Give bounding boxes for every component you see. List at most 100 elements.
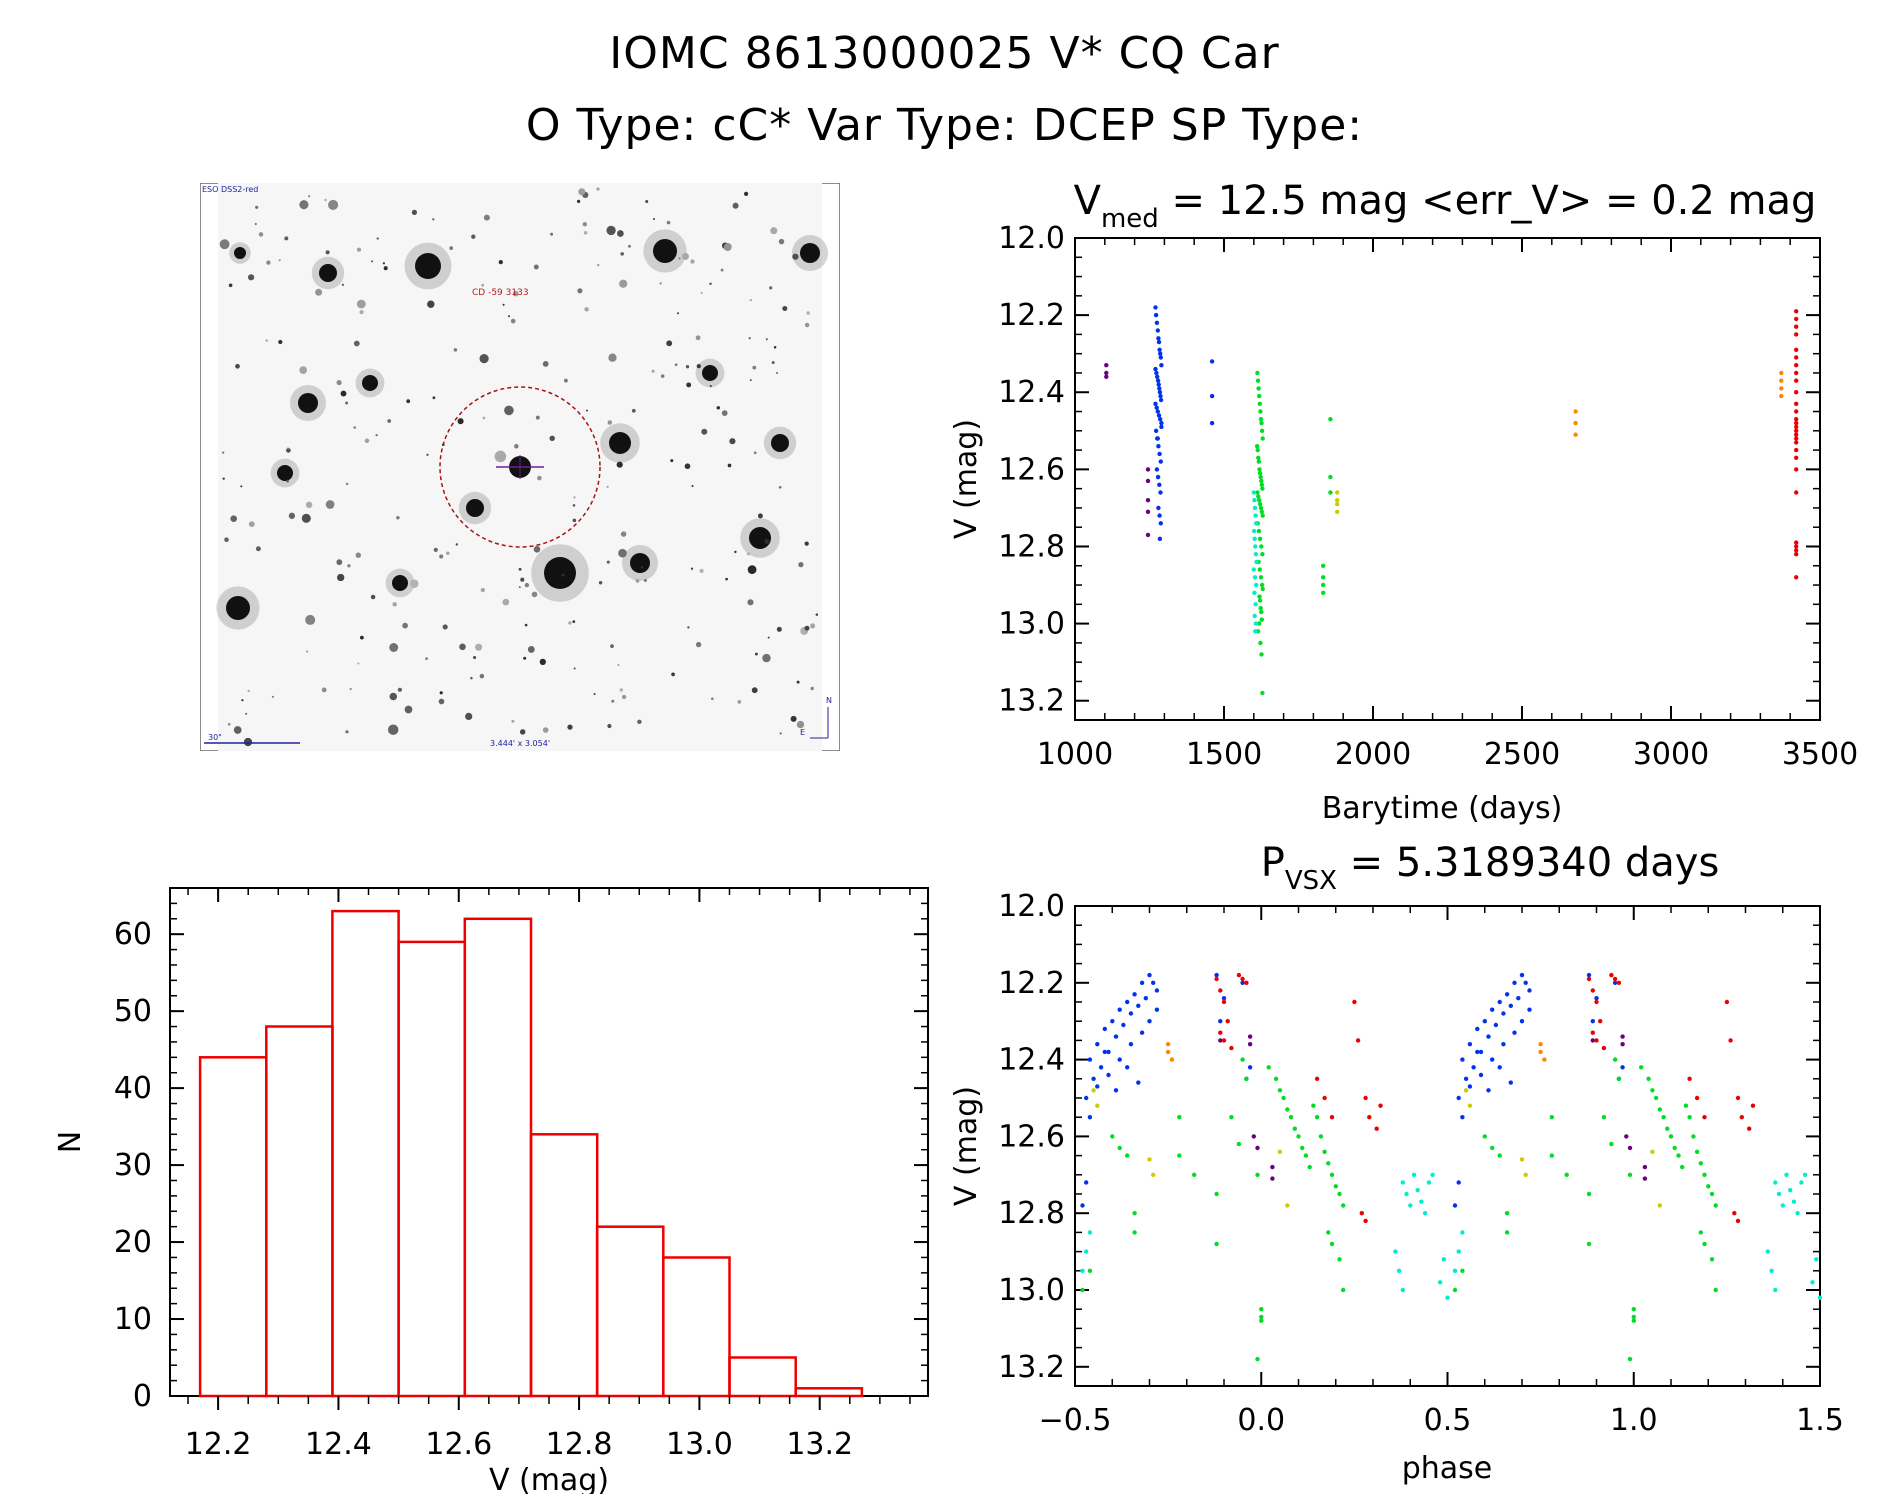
- star: [563, 378, 568, 383]
- star: [578, 188, 586, 196]
- ph-point-blue: [1218, 1019, 1223, 1024]
- light-curve-title-main: V: [1074, 178, 1102, 224]
- lc-point-green: [1255, 447, 1260, 453]
- ph-point-blue: [1486, 1034, 1491, 1039]
- lc-point-blue: [1154, 370, 1159, 376]
- star-field: [216, 187, 828, 747]
- ph-point-blue: [1128, 1042, 1134, 1047]
- ph-point-blue: [1091, 1076, 1096, 1081]
- star: [397, 687, 402, 692]
- star: [288, 512, 296, 519]
- star: [609, 432, 631, 454]
- ph-point-green: [1110, 1134, 1115, 1139]
- lc-point-red: [1794, 390, 1799, 395]
- lc-point-blue: [1156, 336, 1161, 341]
- star: [336, 559, 343, 566]
- histogram-bar: [662, 1256, 731, 1398]
- lc-point-yellow: [1335, 509, 1340, 514]
- star: [695, 641, 702, 648]
- ph-point-blue: [1125, 1065, 1130, 1070]
- ph-point-purple: [1642, 1176, 1648, 1181]
- ph-point-yellow: [1650, 1149, 1655, 1154]
- lc-point-green: [1258, 409, 1263, 414]
- star: [797, 721, 801, 725]
- star: [356, 247, 362, 252]
- ph-point-cyan: [1400, 1287, 1405, 1293]
- star: [432, 396, 436, 400]
- lc-point-blue: [1153, 366, 1158, 372]
- ph-point-orange: [1165, 1049, 1171, 1055]
- light-curve-title: Vmed = 12.5 mag <err_V> = 0.2 mag: [1074, 178, 1817, 234]
- ph-ytick-label: 13.2: [998, 1350, 1065, 1385]
- star: [286, 479, 289, 483]
- star: [747, 565, 757, 574]
- ph-point-cyan: [1817, 1295, 1823, 1300]
- ph-point-yellow: [1463, 1088, 1469, 1093]
- star: [512, 290, 519, 297]
- star: [520, 577, 525, 582]
- star: [387, 419, 392, 423]
- ph-point-cyan: [1452, 1268, 1458, 1273]
- star: [747, 599, 754, 606]
- ph-xtick-label: 0.5: [1424, 1403, 1472, 1438]
- ph-point-green: [1329, 1241, 1335, 1247]
- star: [723, 243, 732, 251]
- ph-point-green: [1132, 1211, 1137, 1216]
- ph-point-red: [1735, 1218, 1741, 1224]
- ph-point-cyan: [1456, 1249, 1461, 1254]
- ph-point-blue: [1084, 1180, 1089, 1185]
- star: [800, 243, 820, 263]
- lc-point-green: [1258, 505, 1264, 511]
- star: [470, 676, 473, 680]
- star: [481, 283, 485, 287]
- lc-point-cyan: [1253, 602, 1258, 607]
- lc-point-green: [1260, 552, 1265, 557]
- star: [561, 573, 565, 577]
- histogram-ylabel: N: [53, 1131, 88, 1153]
- lc-point-green: [1255, 378, 1261, 383]
- hist-xtick-label: 12.6: [425, 1427, 492, 1462]
- star: [681, 252, 690, 260]
- ph-point-yellow: [1277, 1149, 1283, 1154]
- ph-point-green: [1296, 1134, 1301, 1139]
- star: [754, 652, 758, 656]
- lc-point-cyan: [1253, 621, 1259, 626]
- star: [404, 705, 413, 714]
- lc-point-blue: [1155, 328, 1160, 333]
- ph-point-blue: [1098, 1065, 1104, 1070]
- ph-point-green: [1329, 1172, 1335, 1177]
- ph-point-cyan: [1426, 1180, 1432, 1185]
- lc-point-green: [1260, 513, 1265, 518]
- lc-point-red: [1794, 347, 1799, 352]
- phased-curve-frame: [1074, 905, 1821, 1387]
- lc-point-blue: [1158, 521, 1163, 526]
- lc-point-green: [1257, 567, 1262, 572]
- ph-point-green: [1646, 1076, 1651, 1081]
- star: [255, 546, 261, 552]
- star: [389, 692, 398, 701]
- lc-point-green: [1256, 386, 1261, 391]
- star: [671, 672, 675, 677]
- star: [701, 428, 708, 435]
- star: [762, 653, 771, 663]
- lc-point-red: [1794, 455, 1799, 460]
- lc-point-cyan: [1254, 521, 1259, 526]
- star: [666, 340, 673, 347]
- star: [757, 513, 763, 519]
- star: [773, 345, 777, 349]
- lc-point-green: [1254, 444, 1260, 449]
- ph-point-blue: [1456, 1095, 1461, 1101]
- lc-point-green: [1258, 474, 1263, 480]
- star: [572, 518, 577, 523]
- hist-xtick-label: 12.4: [305, 1427, 372, 1462]
- lc-point-green: [1257, 501, 1263, 507]
- star: [533, 264, 539, 270]
- star: [792, 253, 799, 260]
- star: [482, 416, 486, 420]
- ph-point-green: [1341, 1287, 1346, 1293]
- star: [539, 658, 546, 666]
- light-curve-title-rest: = 12.5 mag <err_V> = 0.2 mag: [1159, 178, 1817, 224]
- lc-point-blue: [1209, 359, 1215, 364]
- ph-point-green: [1460, 1268, 1465, 1273]
- star: [465, 712, 473, 721]
